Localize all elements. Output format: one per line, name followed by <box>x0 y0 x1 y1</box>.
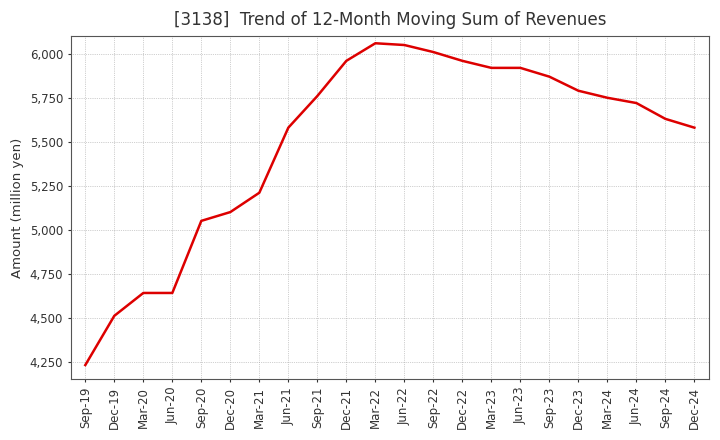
Y-axis label: Amount (million yen): Amount (million yen) <box>11 138 24 278</box>
Title: [3138]  Trend of 12-Month Moving Sum of Revenues: [3138] Trend of 12-Month Moving Sum of R… <box>174 11 606 29</box>
